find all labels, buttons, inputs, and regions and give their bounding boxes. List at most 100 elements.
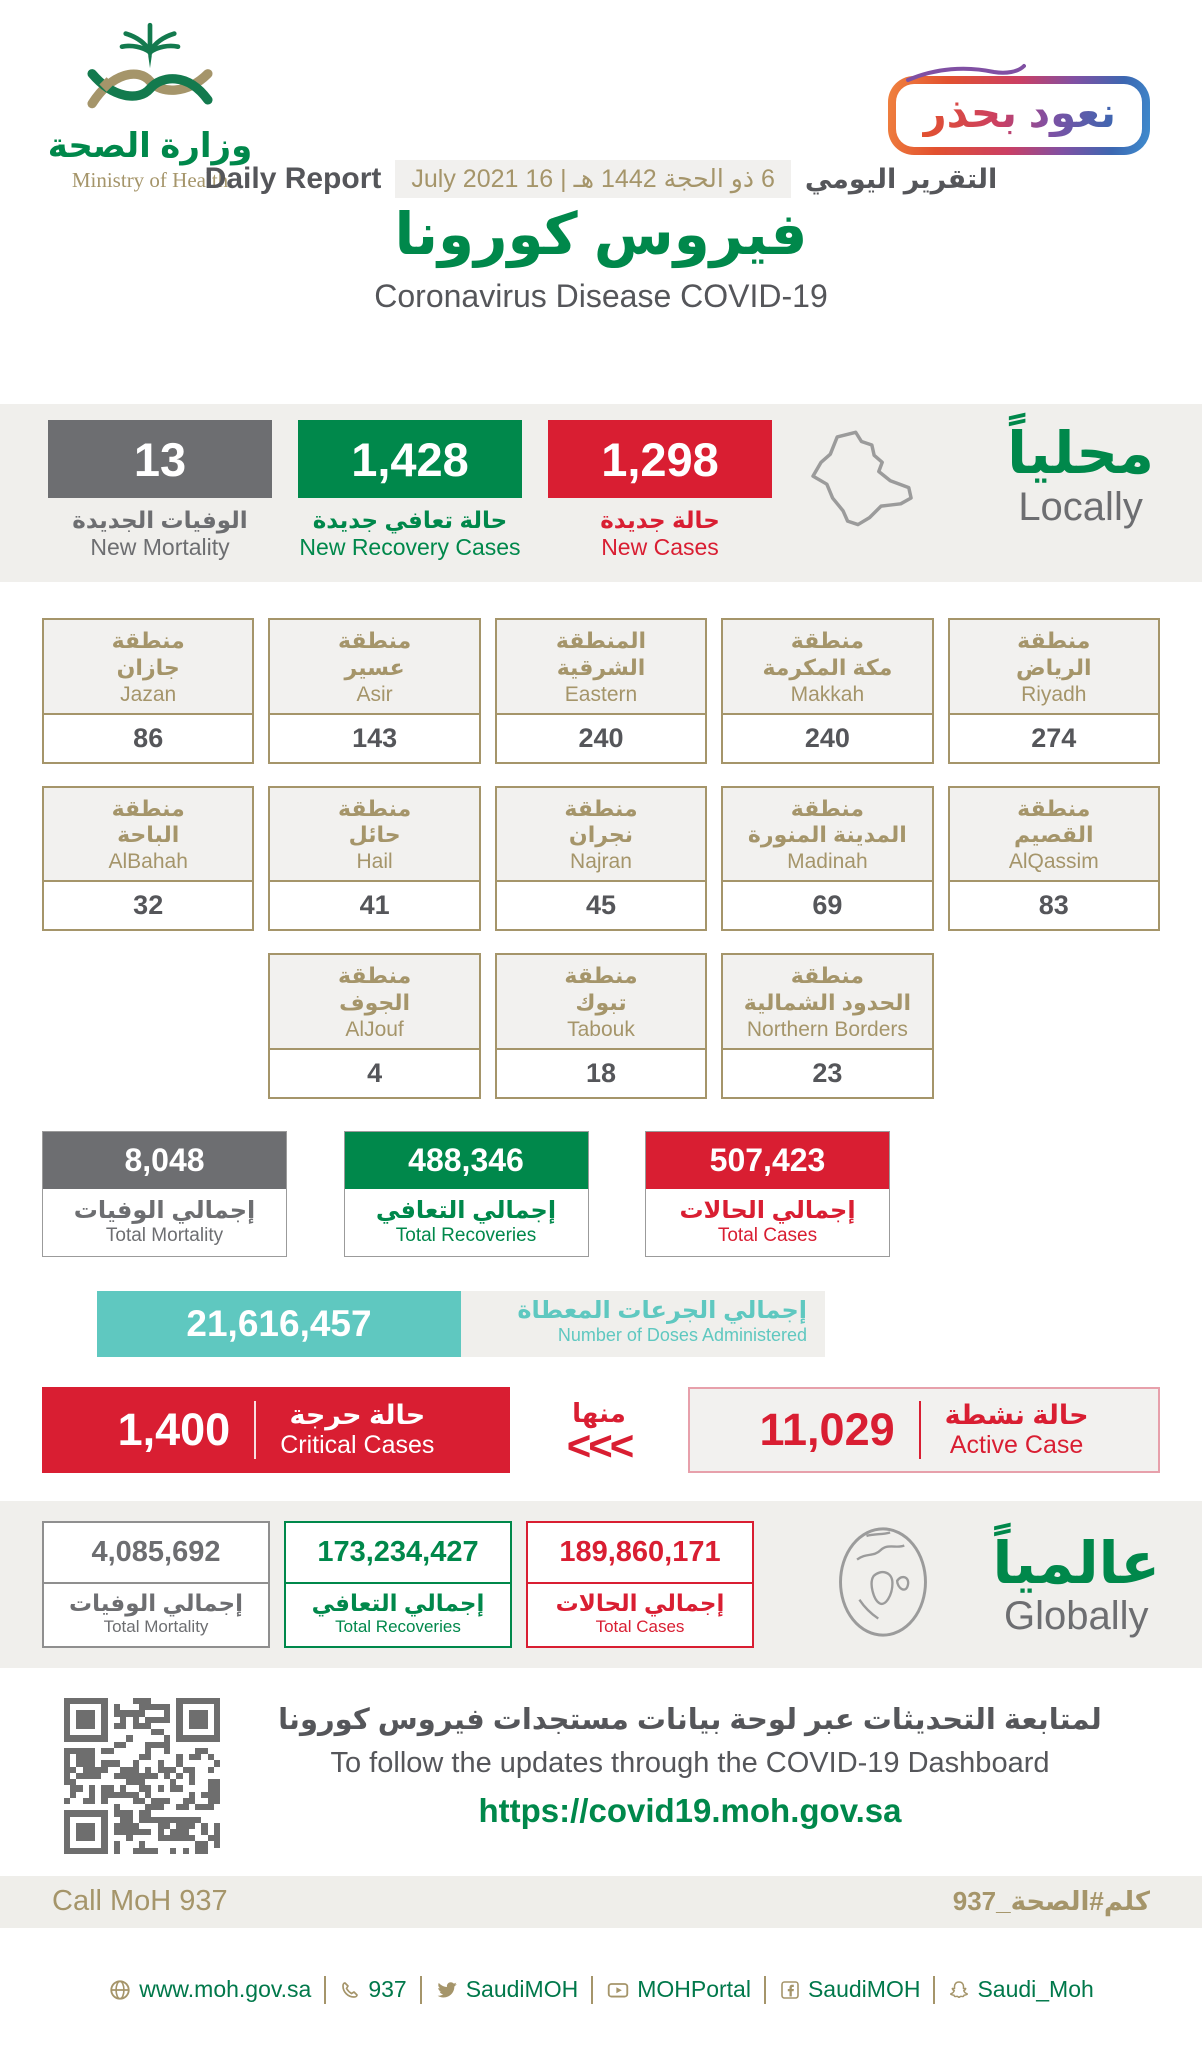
call-moh-hashtag: كلم#الصحة_937: [952, 1886, 1150, 1917]
doses-label-en: Number of Doses Administered: [557, 1324, 807, 1345]
region-card-albahah: منطقة الباحة AlBahah 32: [42, 785, 255, 932]
region-label-ar: منطقة: [564, 795, 638, 821]
new-recoveries-label-en: New Recovery Cases: [299, 534, 521, 560]
region-cases: 83: [1038, 890, 1069, 921]
page-title-english: Coronavirus Disease COVID-19: [374, 278, 828, 314]
call-moh-band: Call MoH 937 كلم#الصحة_937: [0, 1875, 1202, 1928]
global-cases-label-ar: إجمالي الحالات: [555, 1589, 725, 1616]
region-cases: 45: [585, 890, 617, 921]
region-name-en: AlJouf: [345, 1017, 404, 1041]
global-recoveries-label-ar: إجمالي التعافي: [311, 1589, 485, 1616]
region-label-ar: منطقة: [111, 795, 185, 821]
new-cases-stat: 1,298 حالة جديدة New Cases: [548, 420, 772, 561]
new-mortality-value: 13: [48, 420, 272, 498]
global-cases-value: 189,860,171: [528, 1523, 752, 1584]
region-label-ar: المنطقة: [555, 628, 647, 653]
header: وزارة الصحة Ministry of Health نعود بحذر…: [0, 0, 1202, 404]
total-cases-label-en: Total Cases: [717, 1224, 818, 1246]
footer-link-label: Saudi_Moh: [977, 1976, 1094, 2003]
total-recoveries-box: 488,346 إجمالي التعافي Total Recoveries: [343, 1130, 589, 1257]
critical-active-row: 1,400 حالة حرجة Critical Cases منها <<< …: [42, 1386, 1160, 1473]
total-mortality-box: 8,048 إجمالي الوفيات Total Mortality: [42, 1130, 287, 1257]
region-cases: 41: [359, 890, 390, 921]
globally-heading-en: Globally: [1003, 1594, 1149, 1639]
footer-link-label: www.moh.gov.sa: [139, 1976, 312, 2003]
report-header-row: Daily Report 6 ذو الحجة 1442 هـ | 16 Jul…: [0, 160, 1202, 198]
region-label-ar: منطقة: [111, 628, 185, 653]
footer-link-snapchat[interactable]: Saudi_Moh: [948, 1976, 1094, 2003]
new-recoveries-value: 1,428: [298, 420, 522, 498]
region-cases: 32: [133, 890, 164, 921]
return-with-caution-badge: نعود بحذر: [888, 64, 1150, 155]
region-card-riyadh: منطقة الرياض Riyadh 274: [947, 618, 1160, 764]
total-mortality-label-ar: إجمالي الوفيات: [73, 1196, 256, 1224]
region-label-ar: منطقة: [337, 628, 412, 653]
locally-section: 13 الوفيات الجديدة New Mortality 1,428 ح…: [0, 404, 1202, 582]
region-card-madinah: منطقة المدينة المنورة Madinah 69: [721, 785, 934, 932]
total-recoveries-value: 488,346: [344, 1131, 588, 1189]
region-name-ar: المدينة المنورة: [747, 822, 907, 848]
global-cases-label-en: Total Cases: [595, 1616, 685, 1636]
region-card-tabouk: منطقة تبوك Tabouk 18: [494, 953, 708, 1099]
locally-heading-ar: محلياً: [1007, 421, 1154, 486]
chevrons-left-icon: <<<: [566, 1421, 635, 1469]
region-name-en: AlBahah: [108, 850, 188, 874]
region-cases: 240: [804, 722, 850, 753]
region-cases: 23: [812, 1057, 843, 1088]
saudi-map-icon: [798, 426, 948, 567]
total-cases-label-ar: إجمالي الحالات: [679, 1196, 856, 1224]
dashboard-note-en: To follow the updates through the COVID-…: [330, 1746, 1050, 1779]
region-name-en: Northern Borders: [746, 1017, 908, 1041]
doses-label-ar: إجمالي الجرعات المعطاة: [517, 1296, 807, 1324]
region-label-ar: منطقة: [790, 795, 864, 821]
daily-report-label-en: Daily Report: [204, 162, 382, 195]
region-name-ar: نجران: [568, 822, 634, 848]
footer-link-facebook[interactable]: SaudiMOH: [779, 1976, 920, 2003]
snapchat-icon: [948, 1979, 970, 2001]
report-date: 6 ذو الحجة 1442 هـ | 16 July 2021: [395, 160, 791, 198]
footer-link-twitter[interactable]: SaudiMOH: [435, 1976, 578, 2003]
region-card-aljouf: منطقة الجوف AlJouf 4: [268, 953, 481, 1099]
footer-link-youtube[interactable]: MOHPortal: [606, 1976, 751, 2003]
regions-section: منطقة جازان Jazan 86 منطقة عسير Asir 143 الم…: [0, 582, 1202, 1099]
ministry-name-arabic: وزارة الصحة: [47, 127, 253, 165]
region-label-ar: منطقة: [790, 963, 864, 989]
global-cases-box: 189,860,171 إجمالي الحالات Total Cases: [526, 1520, 754, 1648]
new-mortality-stat: 13 الوفيات الجديدة New Mortality: [48, 420, 272, 561]
region-name-ar: الرياض: [1015, 654, 1092, 680]
region-name-ar: الجوف: [339, 990, 411, 1016]
region-name-en: Makkah: [790, 682, 865, 706]
region-name-ar: الباحة: [117, 822, 180, 848]
region-card-makkah: منطقة مكة المكرمة Makkah 240: [721, 618, 934, 764]
globally-section: 4,085,692 إجمالي الوفيات Total Mortality…: [0, 1500, 1202, 1668]
footer-link-label: MOHPortal: [637, 1976, 751, 2003]
ministry-name-english: Ministry of Health: [71, 168, 229, 192]
of-which-label-ar: منها: [572, 1397, 626, 1428]
new-cases-value: 1,298: [548, 420, 772, 498]
region-name-ar: تبوك: [575, 990, 627, 1016]
global-recoveries-label-en: Total Recoveries: [335, 1616, 461, 1636]
region-name-en: Asir: [356, 682, 393, 706]
region-name-en: Najran: [570, 850, 632, 874]
region-name-en: Madinah: [787, 850, 868, 874]
active-cases-label-ar: حالة نشطة: [944, 1399, 1089, 1430]
globally-heading: عالمياً Globally: [992, 1530, 1160, 1640]
region-label-ar: منطقة: [1017, 628, 1091, 653]
region-name-en: Tabouk: [567, 1017, 635, 1041]
dashboard-url-link[interactable]: https://covid19.moh.gov.sa: [478, 1791, 902, 1829]
region-name-ar: عسير: [344, 654, 405, 680]
footer-link-label: SaudiMOH: [465, 1976, 579, 2003]
new-cases-label-ar: حالة جديدة: [600, 507, 720, 533]
footer-link-phone[interactable]: 937: [339, 1976, 407, 2003]
doses-label: إجمالي الجرعات المعطاة Number of Doses A…: [461, 1290, 825, 1357]
total-mortality-value: 8,048: [43, 1131, 286, 1189]
divider: [763, 1975, 766, 2004]
footer-link-label: 937: [368, 1976, 407, 2003]
global-mortality-value: 4,085,692: [44, 1523, 268, 1584]
footer-link-website[interactable]: www.moh.gov.sa: [108, 1976, 311, 2003]
locally-heading: محلياً Locally: [1007, 420, 1154, 530]
region-label-ar: منطقة: [337, 795, 412, 821]
active-cases-label-en: Active Case: [949, 1430, 1084, 1459]
divider: [419, 1975, 422, 2004]
total-cases-box: 507,423 إجمالي الحالات Total Cases: [645, 1130, 890, 1257]
